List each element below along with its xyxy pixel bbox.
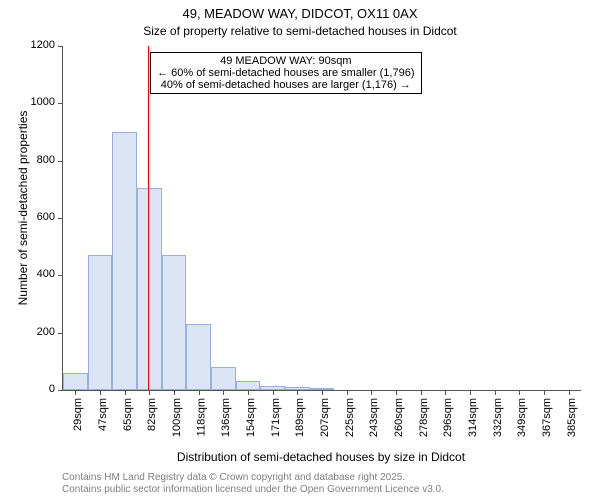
chart-subtitle: Size of property relative to semi-detach… — [0, 24, 600, 38]
y-tick-label: 0 — [49, 383, 55, 395]
y-tick-label: 200 — [37, 326, 55, 338]
y-axis-label: Number of semi-detached properties — [16, 36, 30, 380]
annotation-line-2: ← 60% of semi-detached houses are smalle… — [157, 67, 414, 79]
x-tick-mark — [445, 390, 446, 395]
x-tick-label: 136sqm — [220, 398, 232, 437]
x-tick-label: 243sqm — [368, 398, 380, 437]
x-tick-mark — [199, 390, 200, 395]
chart-title: 49, MEADOW WAY, DIDCOT, OX11 0AX — [0, 6, 600, 21]
histogram-bar — [310, 388, 335, 390]
histogram-bar — [236, 381, 261, 390]
x-tick-label: 47sqm — [97, 398, 109, 431]
histogram-bar — [260, 386, 285, 390]
x-tick-mark — [273, 390, 274, 395]
annotation-line-3: 40% of semi-detached houses are larger (… — [157, 79, 414, 91]
x-tick-label: 100sqm — [171, 398, 183, 437]
histogram-chart: 49, MEADOW WAY, DIDCOT, OX11 0AX Size of… — [0, 0, 600, 500]
y-tick-mark — [58, 103, 63, 104]
x-tick-mark — [519, 390, 520, 395]
x-tick-label: 296sqm — [442, 398, 454, 437]
y-tick-mark — [58, 390, 63, 391]
x-tick-label: 260sqm — [393, 398, 405, 437]
x-tick-label: 65sqm — [122, 398, 134, 431]
y-tick-label: 1200 — [31, 39, 55, 51]
x-tick-label: 171sqm — [270, 398, 282, 437]
x-tick-mark — [495, 390, 496, 395]
histogram-bar — [88, 255, 113, 390]
x-tick-label: 189sqm — [294, 398, 306, 437]
x-tick-label: 278sqm — [418, 398, 430, 437]
x-tick-mark — [396, 390, 397, 395]
x-axis-label: Distribution of semi-detached houses by … — [62, 450, 580, 464]
x-tick-label: 367sqm — [541, 398, 553, 437]
plot-area: 02004006008001000120029sqm47sqm65sqm82sq… — [62, 46, 581, 391]
x-tick-label: 385sqm — [566, 398, 578, 437]
histogram-bar — [162, 255, 187, 390]
x-tick-mark — [125, 390, 126, 395]
annotation-line-1: 49 MEADOW WAY: 90sqm — [157, 55, 414, 67]
x-tick-label: 82sqm — [146, 398, 158, 431]
x-tick-mark — [100, 390, 101, 395]
y-tick-label: 800 — [37, 154, 55, 166]
x-tick-mark — [223, 390, 224, 395]
x-tick-mark — [174, 390, 175, 395]
x-tick-mark — [470, 390, 471, 395]
histogram-bar — [186, 324, 211, 390]
x-tick-mark — [322, 390, 323, 395]
histogram-bar — [63, 373, 88, 390]
x-tick-mark — [248, 390, 249, 395]
y-tick-label: 1000 — [31, 96, 55, 108]
footer-line-1: Contains HM Land Registry data © Crown c… — [62, 472, 444, 484]
y-tick-mark — [58, 161, 63, 162]
y-tick-mark — [58, 275, 63, 276]
x-tick-mark — [75, 390, 76, 395]
x-tick-mark — [421, 390, 422, 395]
x-tick-mark — [544, 390, 545, 395]
footer-attribution: Contains HM Land Registry data © Crown c… — [62, 472, 444, 496]
x-tick-mark — [149, 390, 150, 395]
x-tick-label: 225sqm — [344, 398, 356, 437]
x-tick-label: 207sqm — [319, 398, 331, 437]
x-tick-mark — [371, 390, 372, 395]
property-marker-line — [148, 46, 149, 390]
y-tick-label: 600 — [37, 211, 55, 223]
y-tick-mark — [58, 46, 63, 47]
histogram-bar — [211, 367, 236, 390]
histogram-bar — [112, 132, 137, 390]
y-tick-mark — [58, 218, 63, 219]
histogram-bar — [137, 188, 162, 390]
y-tick-mark — [58, 333, 63, 334]
x-tick-label: 349sqm — [516, 398, 528, 437]
x-tick-mark — [297, 390, 298, 395]
x-tick-label: 29sqm — [72, 398, 84, 431]
x-tick-label: 332sqm — [492, 398, 504, 437]
histogram-bar — [285, 387, 310, 390]
y-tick-label: 400 — [37, 268, 55, 280]
footer-line-2: Contains public sector information licen… — [62, 484, 444, 496]
x-tick-label: 154sqm — [245, 398, 257, 437]
x-tick-mark — [347, 390, 348, 395]
x-tick-label: 118sqm — [196, 398, 208, 436]
x-tick-label: 314sqm — [467, 398, 479, 437]
x-tick-mark — [569, 390, 570, 395]
annotation-box: 49 MEADOW WAY: 90sqm← 60% of semi-detach… — [150, 52, 421, 94]
